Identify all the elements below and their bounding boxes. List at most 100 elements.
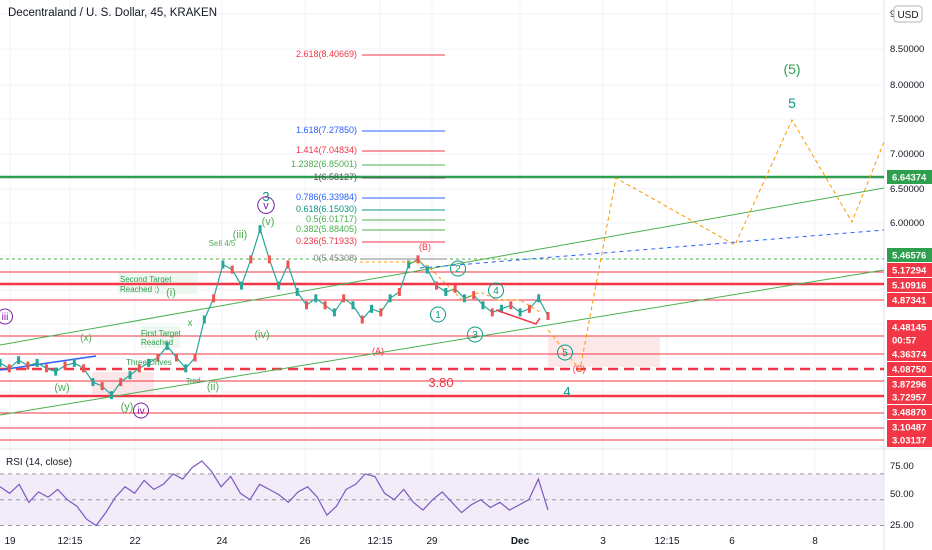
wave-circle-3: [257, 196, 275, 214]
wave-label-22: 4: [493, 286, 499, 297]
time-label-2: 22: [129, 536, 141, 547]
trend-left: [0, 355, 97, 371]
projection-line: [547, 118, 885, 372]
projection-path: [360, 118, 885, 372]
candle-28: [258, 225, 262, 234]
wave-label-15: (w): [54, 382, 69, 394]
price-badge-bg-9: [887, 377, 932, 391]
fib-label-0: 2.618(8.40669): [296, 49, 357, 59]
wave-label-18: iii: [2, 312, 9, 323]
price-tick-2: 8.00000: [890, 80, 924, 91]
fib-label-4: 1(6.58127): [313, 172, 357, 182]
price-badge-bg-2: [887, 263, 932, 277]
rsi-tick-1: 50.00: [890, 489, 914, 500]
price-badge-7: 4.36374: [892, 350, 927, 361]
wave-label-3: v: [263, 200, 269, 212]
note-first-target-2: Reached: [141, 338, 173, 347]
price-tick-1: 8.50000: [890, 44, 924, 55]
price-badge-bg-11: [887, 405, 932, 419]
candle-7: [63, 361, 67, 370]
wave-circle-19: [430, 306, 446, 323]
zone-lower-left: [92, 372, 154, 394]
price-tick-4: 7.00000: [890, 149, 924, 160]
candle-48: [444, 287, 448, 296]
fib-levels: 2.618(8.40669) 1.618(7.27850) 1.414(7.0483…: [291, 49, 445, 263]
candle-5: [44, 364, 48, 373]
candle-18: [165, 341, 169, 350]
candle-40: [370, 304, 374, 313]
price-badge-1: 5.46576: [892, 251, 926, 262]
candle-42: [388, 294, 392, 303]
candle-10: [91, 378, 95, 387]
candle-12: [109, 391, 113, 400]
price-badge-6: 00:57: [892, 336, 916, 347]
candle-27: [249, 255, 253, 264]
price-badge-bg-0: [887, 170, 932, 184]
candle-38: [351, 301, 355, 310]
price-badge-13: 3.03137: [892, 436, 926, 447]
candle-30: [277, 281, 281, 290]
price-line: [0, 227, 549, 397]
candle-53: [490, 308, 494, 317]
rsi-label: RSI (14, close): [6, 457, 72, 468]
candle-50: [462, 294, 466, 303]
time-label-8: 3: [600, 536, 606, 547]
wave-label-1: 5: [788, 95, 796, 111]
channel-upper: [0, 187, 885, 346]
candle-15: [137, 364, 141, 373]
price-series: [0, 225, 550, 400]
note-tred: Tred: [186, 378, 200, 385]
currency-label: USD: [897, 10, 918, 21]
price-badge-bg-10: [887, 390, 932, 404]
time-label-9: 12:15: [654, 536, 679, 547]
wave-label-17: iv: [137, 406, 144, 417]
fib-label-5: 0.786(6.33984): [296, 192, 357, 202]
time-label-7: Dec: [511, 536, 530, 547]
time-label-4: 26: [299, 536, 311, 547]
wave-circle-23: [557, 344, 573, 361]
candle-26: [239, 281, 243, 290]
price-tick-5: 6.50000: [890, 184, 924, 195]
wave-circle-17: [133, 402, 149, 419]
wave-circle-21: [467, 326, 483, 343]
wave-label-12: (i): [166, 287, 176, 299]
candle-51: [472, 291, 476, 300]
wave-label-21: 3: [472, 330, 478, 341]
time-label-6: 29: [426, 536, 438, 547]
wave-label-7: (B): [419, 242, 431, 252]
wave-circle-18: [0, 308, 13, 325]
price-badge-bg-13: [887, 433, 932, 447]
candle-9: [82, 364, 86, 373]
price-badge-12: 3.10487: [892, 423, 926, 434]
candle-35: [323, 301, 327, 310]
candle-8: [72, 358, 76, 367]
candle-0: [0, 358, 2, 367]
candle-22: [202, 315, 206, 324]
candle-39: [360, 315, 364, 324]
wave-circle-22: [488, 282, 504, 299]
wave-label-11: (ii): [207, 381, 219, 393]
time-label-0: 19: [4, 536, 16, 547]
price-tick-3: 7.50000: [890, 114, 924, 125]
price-badge-bg-1: [887, 248, 932, 262]
candle-59: [546, 311, 550, 320]
candle-24: [221, 260, 225, 269]
price-axis: 9 8.50000 8.00000 7.50000 7.00000 6.50000 6.00…: [887, 9, 932, 447]
trend-channels: [0, 187, 885, 416]
time-axis: 19 12:15 22 24 26 12:15 29 Dec 3 12:15 6 8: [4, 536, 818, 547]
candle-2: [17, 356, 21, 365]
candle-6: [54, 367, 58, 376]
time-label-10: 6: [729, 536, 735, 547]
candle-29: [267, 255, 271, 264]
fib-label-2: 1.414(7.04834): [296, 145, 357, 155]
price-badge-bg-7: [887, 347, 932, 361]
candle-34: [314, 294, 318, 303]
candle-49: [453, 284, 457, 293]
wave-label-6: Sell 4/5: [209, 239, 236, 248]
candle-54: [500, 304, 504, 313]
fib-label-3: 1.2382(6.85001): [291, 159, 357, 169]
currency-button[interactable]: USD: [893, 5, 923, 23]
wave-label-10: (iv): [254, 329, 269, 341]
